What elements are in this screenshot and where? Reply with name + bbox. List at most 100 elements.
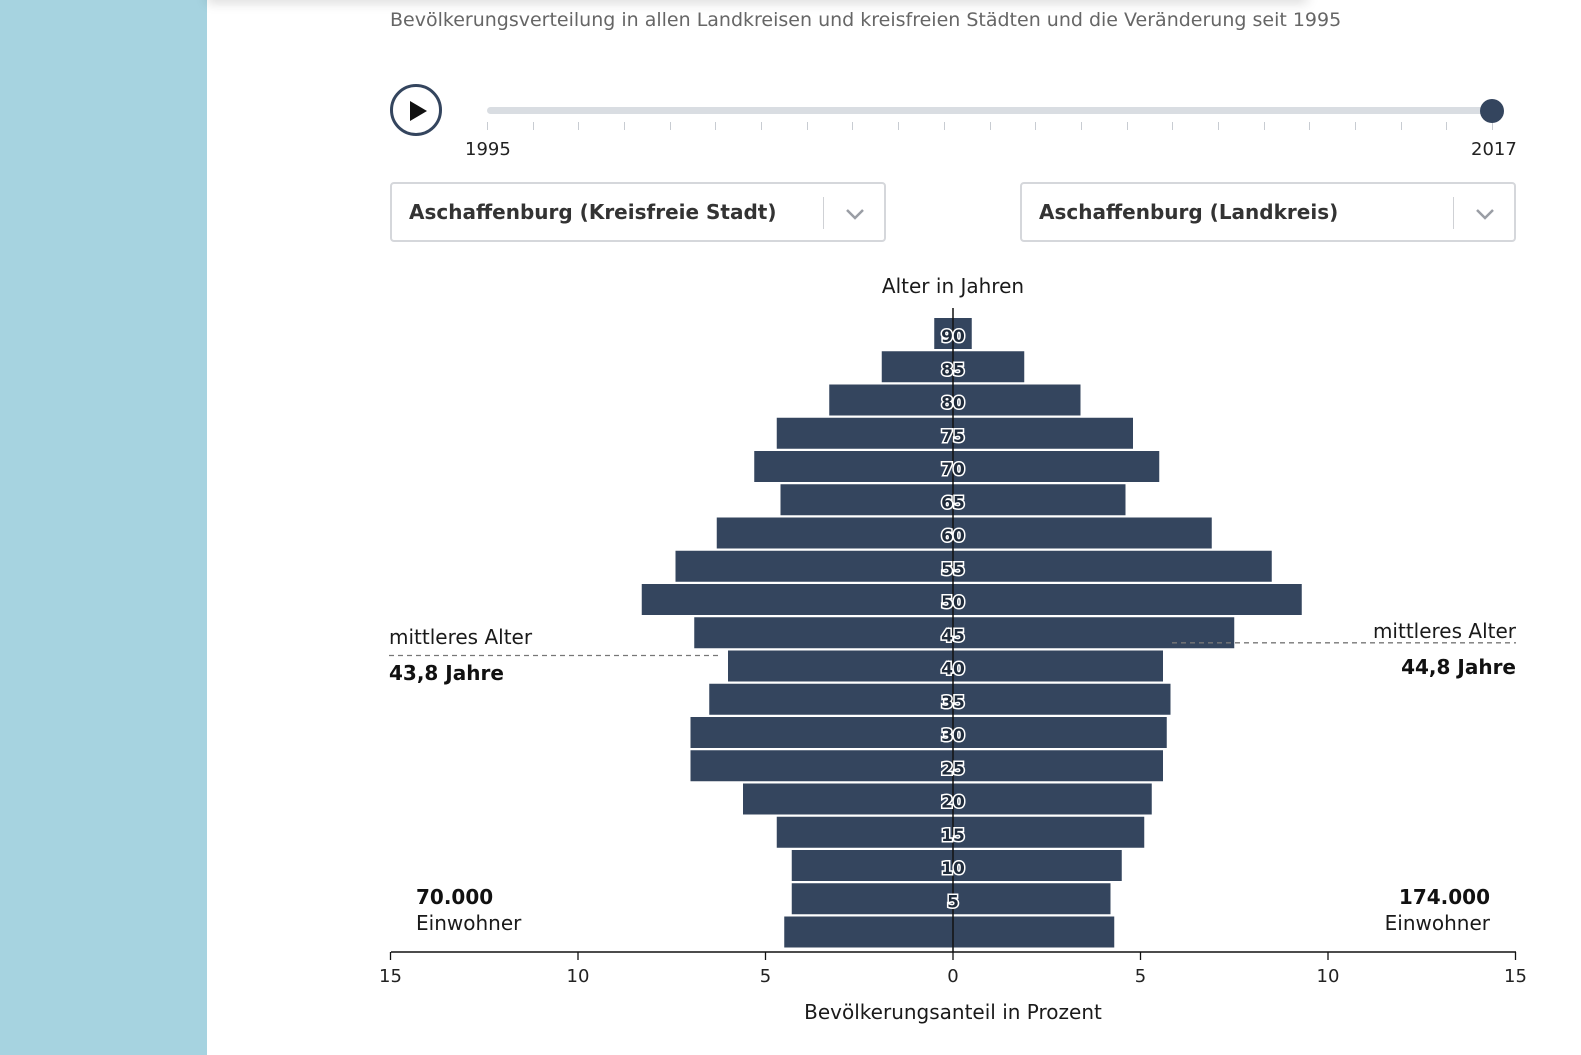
bar-left	[776, 816, 953, 848]
region-select-right-value: Aschaffenburg (Landkreis)	[1039, 200, 1339, 224]
slider-tick	[898, 122, 900, 130]
bar-right	[953, 717, 1167, 748]
y-axis-title: Alter in Jahren	[881, 274, 1025, 298]
bar-left	[934, 318, 953, 349]
x-tick-label: 15	[379, 966, 402, 987]
slider-tick	[1172, 122, 1174, 130]
bar-left	[754, 451, 953, 482]
bar-right	[953, 484, 1126, 516]
age-tick-label: 90	[941, 327, 965, 347]
bar-right	[953, 683, 1171, 715]
bar-right	[953, 916, 1115, 948]
x-tick-label: 10	[1317, 966, 1340, 987]
slider-tick	[715, 122, 717, 130]
x-tick-label: 10	[567, 966, 590, 987]
chevron-down-icon	[846, 209, 864, 220]
population-value-left: 70.000	[416, 885, 494, 909]
chevron-down-icon	[1476, 209, 1494, 220]
bar-right	[953, 617, 1235, 649]
bar-left	[641, 584, 953, 615]
slider-tick	[989, 122, 991, 130]
slider-tick	[1492, 122, 1493, 130]
population-value-right: 174.000	[1398, 885, 1490, 909]
slider-tick	[487, 122, 488, 130]
bar-right	[953, 351, 1025, 383]
slider-tick	[943, 122, 945, 130]
bar-left	[881, 351, 953, 383]
age-tick-label: 60	[941, 527, 965, 547]
select-separator	[1453, 197, 1454, 229]
slider-tick	[1400, 122, 1402, 130]
age-tick-label: 85	[941, 360, 965, 380]
bar-right	[953, 783, 1152, 815]
bar-right	[953, 750, 1163, 782]
age-tick-label: 55	[941, 560, 965, 580]
slider-tick	[1354, 122, 1356, 130]
bar-right	[953, 650, 1163, 682]
slider-tick	[852, 122, 854, 130]
age-tick-label: 65	[941, 493, 965, 513]
bar-left	[690, 750, 953, 782]
region-select-right[interactable]: Aschaffenburg (Landkreis)	[1020, 182, 1516, 242]
median-age-label-left: mittleres Alter	[389, 625, 533, 649]
slider-tick	[1126, 122, 1128, 130]
bar-left	[716, 517, 953, 549]
chart-subtitle: Bevölkerungsverteilung in allen Landkrei…	[390, 9, 1342, 31]
age-tick-label: 5	[947, 892, 959, 912]
bar-right	[953, 384, 1081, 416]
bar-right	[953, 584, 1302, 615]
bar-left	[784, 916, 953, 948]
slider-tick	[532, 122, 534, 130]
age-tick-label: 70	[941, 460, 965, 480]
year-slider-track[interactable]	[487, 107, 1493, 114]
region-select-left-value: Aschaffenburg (Kreisfreie Stadt)	[409, 200, 777, 224]
sidebar	[0, 0, 207, 1055]
bar-right	[953, 850, 1122, 881]
median-age-value-left: 43,8 Jahre	[389, 661, 504, 685]
slider-tick	[578, 122, 580, 130]
x-tick-label: 5	[1135, 966, 1146, 987]
slider-tick	[1217, 122, 1219, 130]
age-tick-label: 10	[941, 859, 965, 879]
age-tick-label: 50	[941, 593, 965, 613]
slider-tick	[1309, 122, 1311, 130]
slider-start-label: 1995	[465, 139, 511, 160]
bar-right	[953, 517, 1212, 549]
slider-tick	[624, 122, 626, 130]
bar-right	[953, 883, 1111, 915]
play-icon	[410, 101, 427, 121]
bar-right	[953, 550, 1272, 582]
region-select-left[interactable]: Aschaffenburg (Kreisfreie Stadt)	[390, 182, 886, 242]
year-slider-handle[interactable]	[1480, 99, 1504, 123]
bar-left	[694, 617, 953, 649]
bar-left	[743, 783, 953, 815]
bar-left	[829, 384, 953, 416]
population-label-right: Einwohner	[1384, 911, 1490, 935]
play-button[interactable]	[390, 84, 442, 136]
age-tick-label: 35	[941, 693, 965, 713]
bar-left	[675, 550, 953, 582]
x-axis-title: Bevölkerungsanteil in Prozent	[804, 1000, 1102, 1024]
bar-right	[953, 417, 1133, 449]
bar-left	[776, 417, 953, 449]
bar-right	[953, 451, 1160, 482]
slider-end-label: 2017	[1471, 139, 1517, 160]
slider-tick	[1446, 122, 1448, 130]
x-tick-label: 5	[760, 966, 771, 987]
slider-tick	[806, 122, 808, 130]
age-tick-label: 45	[941, 626, 965, 646]
median-age-label-right: mittleres Alter	[1372, 619, 1516, 643]
bar-right	[953, 318, 972, 349]
bar-left	[780, 484, 953, 516]
age-tick-label: 75	[941, 427, 965, 447]
age-tick-label: 30	[941, 726, 965, 746]
bar-left	[791, 850, 953, 881]
age-tick-label: 15	[941, 826, 965, 846]
x-tick-label: 15	[1504, 966, 1527, 987]
age-tick-label: 25	[941, 759, 965, 779]
median-age-value-right: 44,8 Jahre	[1401, 655, 1516, 679]
slider-tick	[1080, 122, 1082, 130]
slider-tick	[669, 122, 671, 130]
select-separator	[823, 197, 824, 229]
